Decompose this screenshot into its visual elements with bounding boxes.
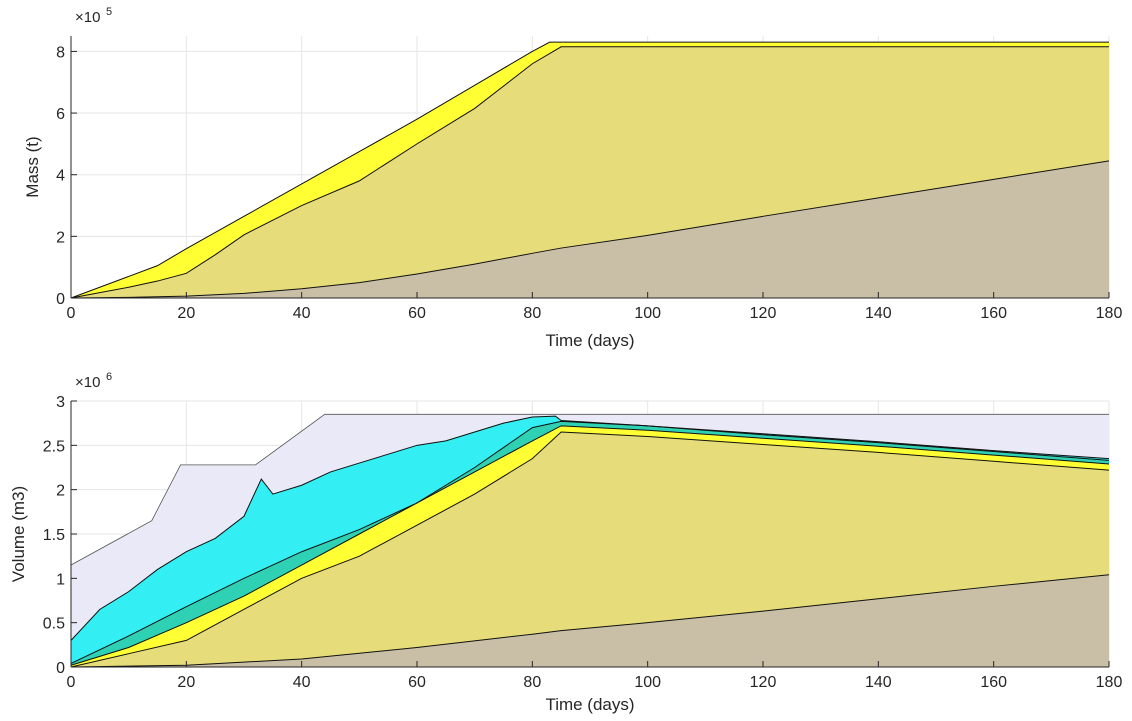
x-tick-label: 60 [408, 305, 426, 322]
series-line [70, 41, 1109, 299]
x-tick-label: 180 [1096, 674, 1123, 691]
series-area [71, 160, 1109, 298]
x-tick-label: 80 [523, 305, 541, 322]
x-tick-label: 140 [865, 674, 892, 691]
y-tick-label: 2 [56, 483, 65, 500]
x-tick-label: 40 [293, 305, 311, 322]
mass-chart-panel: 0 20 40 60 80 100 120 140 160 180 0 2 4 6 8 ×10 5 Time (d… [23, 6, 1122, 350]
y-exponent-power: 6 [106, 371, 112, 383]
series-area [71, 574, 1109, 667]
x-axis-title: Time (days) [545, 695, 634, 714]
y-axis-title: Volume (m3) [9, 486, 28, 582]
series-line [70, 46, 1109, 299]
series-line [70, 431, 1110, 668]
volume-chart-panel: 0 20 40 60 80 100 120 140 160 180 0 0.5 1 1.5 2 2.5 3 ×10… [9, 371, 1122, 714]
y-tick-label: 0 [56, 660, 65, 677]
y-tick-label: 1 [56, 571, 65, 588]
x-tick-label: 20 [177, 674, 195, 691]
x-tick-label: 160 [980, 674, 1007, 691]
x-tick-label: 100 [634, 674, 661, 691]
series-line [70, 160, 1110, 299]
x-tick-label: 140 [865, 305, 892, 322]
y-tick-label: 8 [56, 44, 65, 61]
y-tick-label: 6 [56, 106, 65, 123]
x-tick-label: 60 [408, 674, 426, 691]
y-tick-label: 2 [56, 229, 65, 246]
x-tick-label: 160 [980, 305, 1007, 322]
y-tick-label: 0.5 [43, 616, 65, 633]
x-tick-label: 20 [177, 305, 195, 322]
x-axis-title: Time (days) [545, 331, 634, 350]
y-exponent-power: 5 [106, 6, 112, 18]
y-tick-label: 0 [56, 291, 65, 308]
x-tick-label: 120 [750, 674, 777, 691]
x-tick-label: 0 [67, 674, 76, 691]
y-tick-label: 1.5 [43, 527, 65, 544]
y-tick-label: 3 [56, 394, 65, 411]
x-tick-label: 0 [67, 305, 76, 322]
series-line [70, 413, 1109, 566]
y-tick-label: 2.5 [43, 438, 65, 455]
x-tick-label: 80 [523, 674, 541, 691]
series-line [70, 425, 1110, 666]
series-line [70, 420, 1110, 664]
y-exponent-label: ×10 [75, 374, 100, 391]
y-tick-label: 4 [56, 168, 65, 185]
x-tick-label: 120 [750, 305, 777, 322]
y-axis-title: Mass (t) [23, 136, 42, 197]
y-exponent-label: ×10 [75, 9, 100, 26]
x-tick-label: 40 [293, 674, 311, 691]
x-tick-label: 180 [1096, 305, 1123, 322]
series-line [70, 574, 1110, 668]
x-tick-label: 100 [634, 305, 661, 322]
series-line [70, 415, 1110, 641]
